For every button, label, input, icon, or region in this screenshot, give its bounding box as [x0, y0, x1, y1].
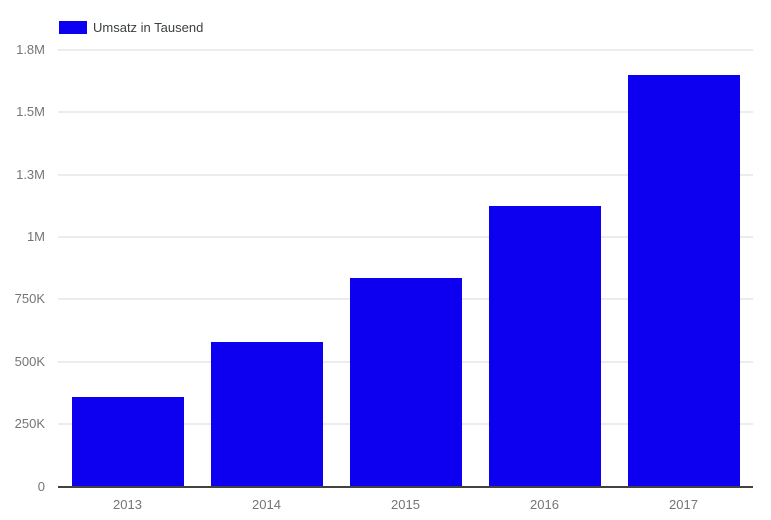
bar-2017[interactable] — [627, 74, 740, 487]
x-tick-label: 2014 — [252, 497, 281, 512]
y-tick-label: 500K — [14, 353, 45, 369]
x-tick-label: 2016 — [530, 497, 559, 512]
legend-label: Umsatz in Tausend — [93, 20, 204, 35]
bar-2015[interactable] — [349, 278, 462, 487]
bar-2014[interactable] — [210, 341, 323, 487]
x-tick-label: 2017 — [669, 497, 698, 512]
y-tick-label: 750K — [14, 291, 45, 307]
x-tick-label: 2015 — [391, 497, 420, 512]
y-tick-label: 1M — [26, 229, 45, 245]
y-tick-label: 250K — [14, 416, 45, 432]
y-tick-label: 0 — [37, 478, 45, 494]
legend: Umsatz in Tausend — [59, 20, 203, 35]
legend-swatch-icon — [59, 21, 87, 34]
x-axis-line — [58, 485, 753, 488]
gridline — [58, 49, 753, 51]
y-tick-label: 1.5M — [16, 104, 45, 120]
x-tick-label: 2013 — [113, 497, 142, 512]
bar-2016[interactable] — [488, 205, 601, 487]
y-tick-label: 1.8M — [16, 42, 45, 57]
gridline — [58, 173, 753, 176]
y-tick-label: 1.3M — [16, 166, 45, 182]
gridline — [58, 236, 753, 239]
bar-2013[interactable] — [71, 396, 184, 487]
gridline — [58, 111, 753, 114]
